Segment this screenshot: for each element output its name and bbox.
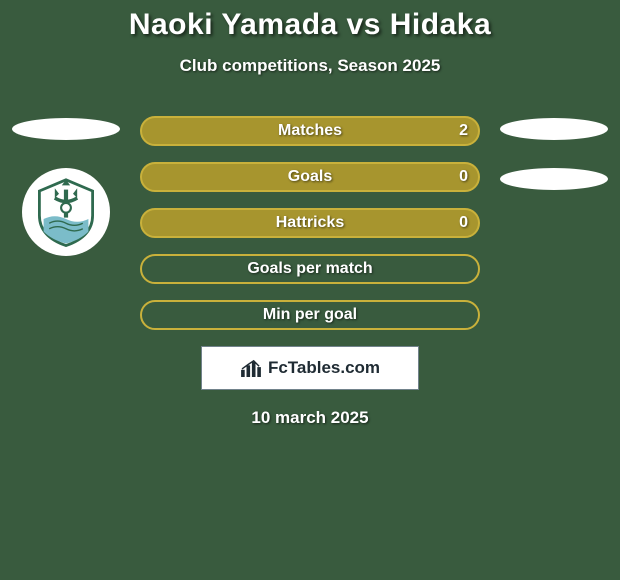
stat-label: Goals [288, 168, 332, 186]
date-label: 10 march 2025 [0, 408, 620, 428]
stat-row: Goals 0 [140, 162, 480, 192]
subtitle: Club competitions, Season 2025 [0, 56, 620, 76]
stat-row: Matches 2 [140, 116, 480, 146]
player-left-column [6, 116, 126, 256]
stat-row: Min per goal [140, 300, 480, 330]
stat-rows: Matches 2 Goals 0 Hattricks 0 Goals per match M… [140, 116, 480, 330]
stat-row: Hattricks 0 [140, 208, 480, 238]
stat-label: Min per goal [263, 306, 357, 324]
page-title: Naoki Yamada vs Hidaka [0, 8, 620, 42]
stat-label: Matches [278, 122, 342, 140]
stat-value-right: 2 [459, 122, 468, 140]
placeholder-ellipse [500, 118, 608, 140]
stat-label: Goals per match [247, 260, 372, 278]
stat-value-right: 0 [459, 168, 468, 186]
bars-icon [240, 359, 262, 377]
placeholder-ellipse [12, 118, 120, 140]
stats-area: Matches 2 Goals 0 Hattricks 0 Goals per match M… [0, 116, 620, 428]
crest-icon [31, 177, 101, 247]
stat-label: Hattricks [276, 214, 344, 232]
comparison-card: Naoki Yamada vs Hidaka Club competitions… [0, 0, 620, 428]
stat-value-right: 0 [459, 214, 468, 232]
team-crest-left [22, 168, 110, 256]
player-right-column [494, 116, 614, 218]
stat-row: Goals per match [140, 254, 480, 284]
placeholder-ellipse [500, 168, 608, 190]
brand-box[interactable]: FcTables.com [201, 346, 419, 390]
brand-label: FcTables.com [268, 358, 380, 378]
